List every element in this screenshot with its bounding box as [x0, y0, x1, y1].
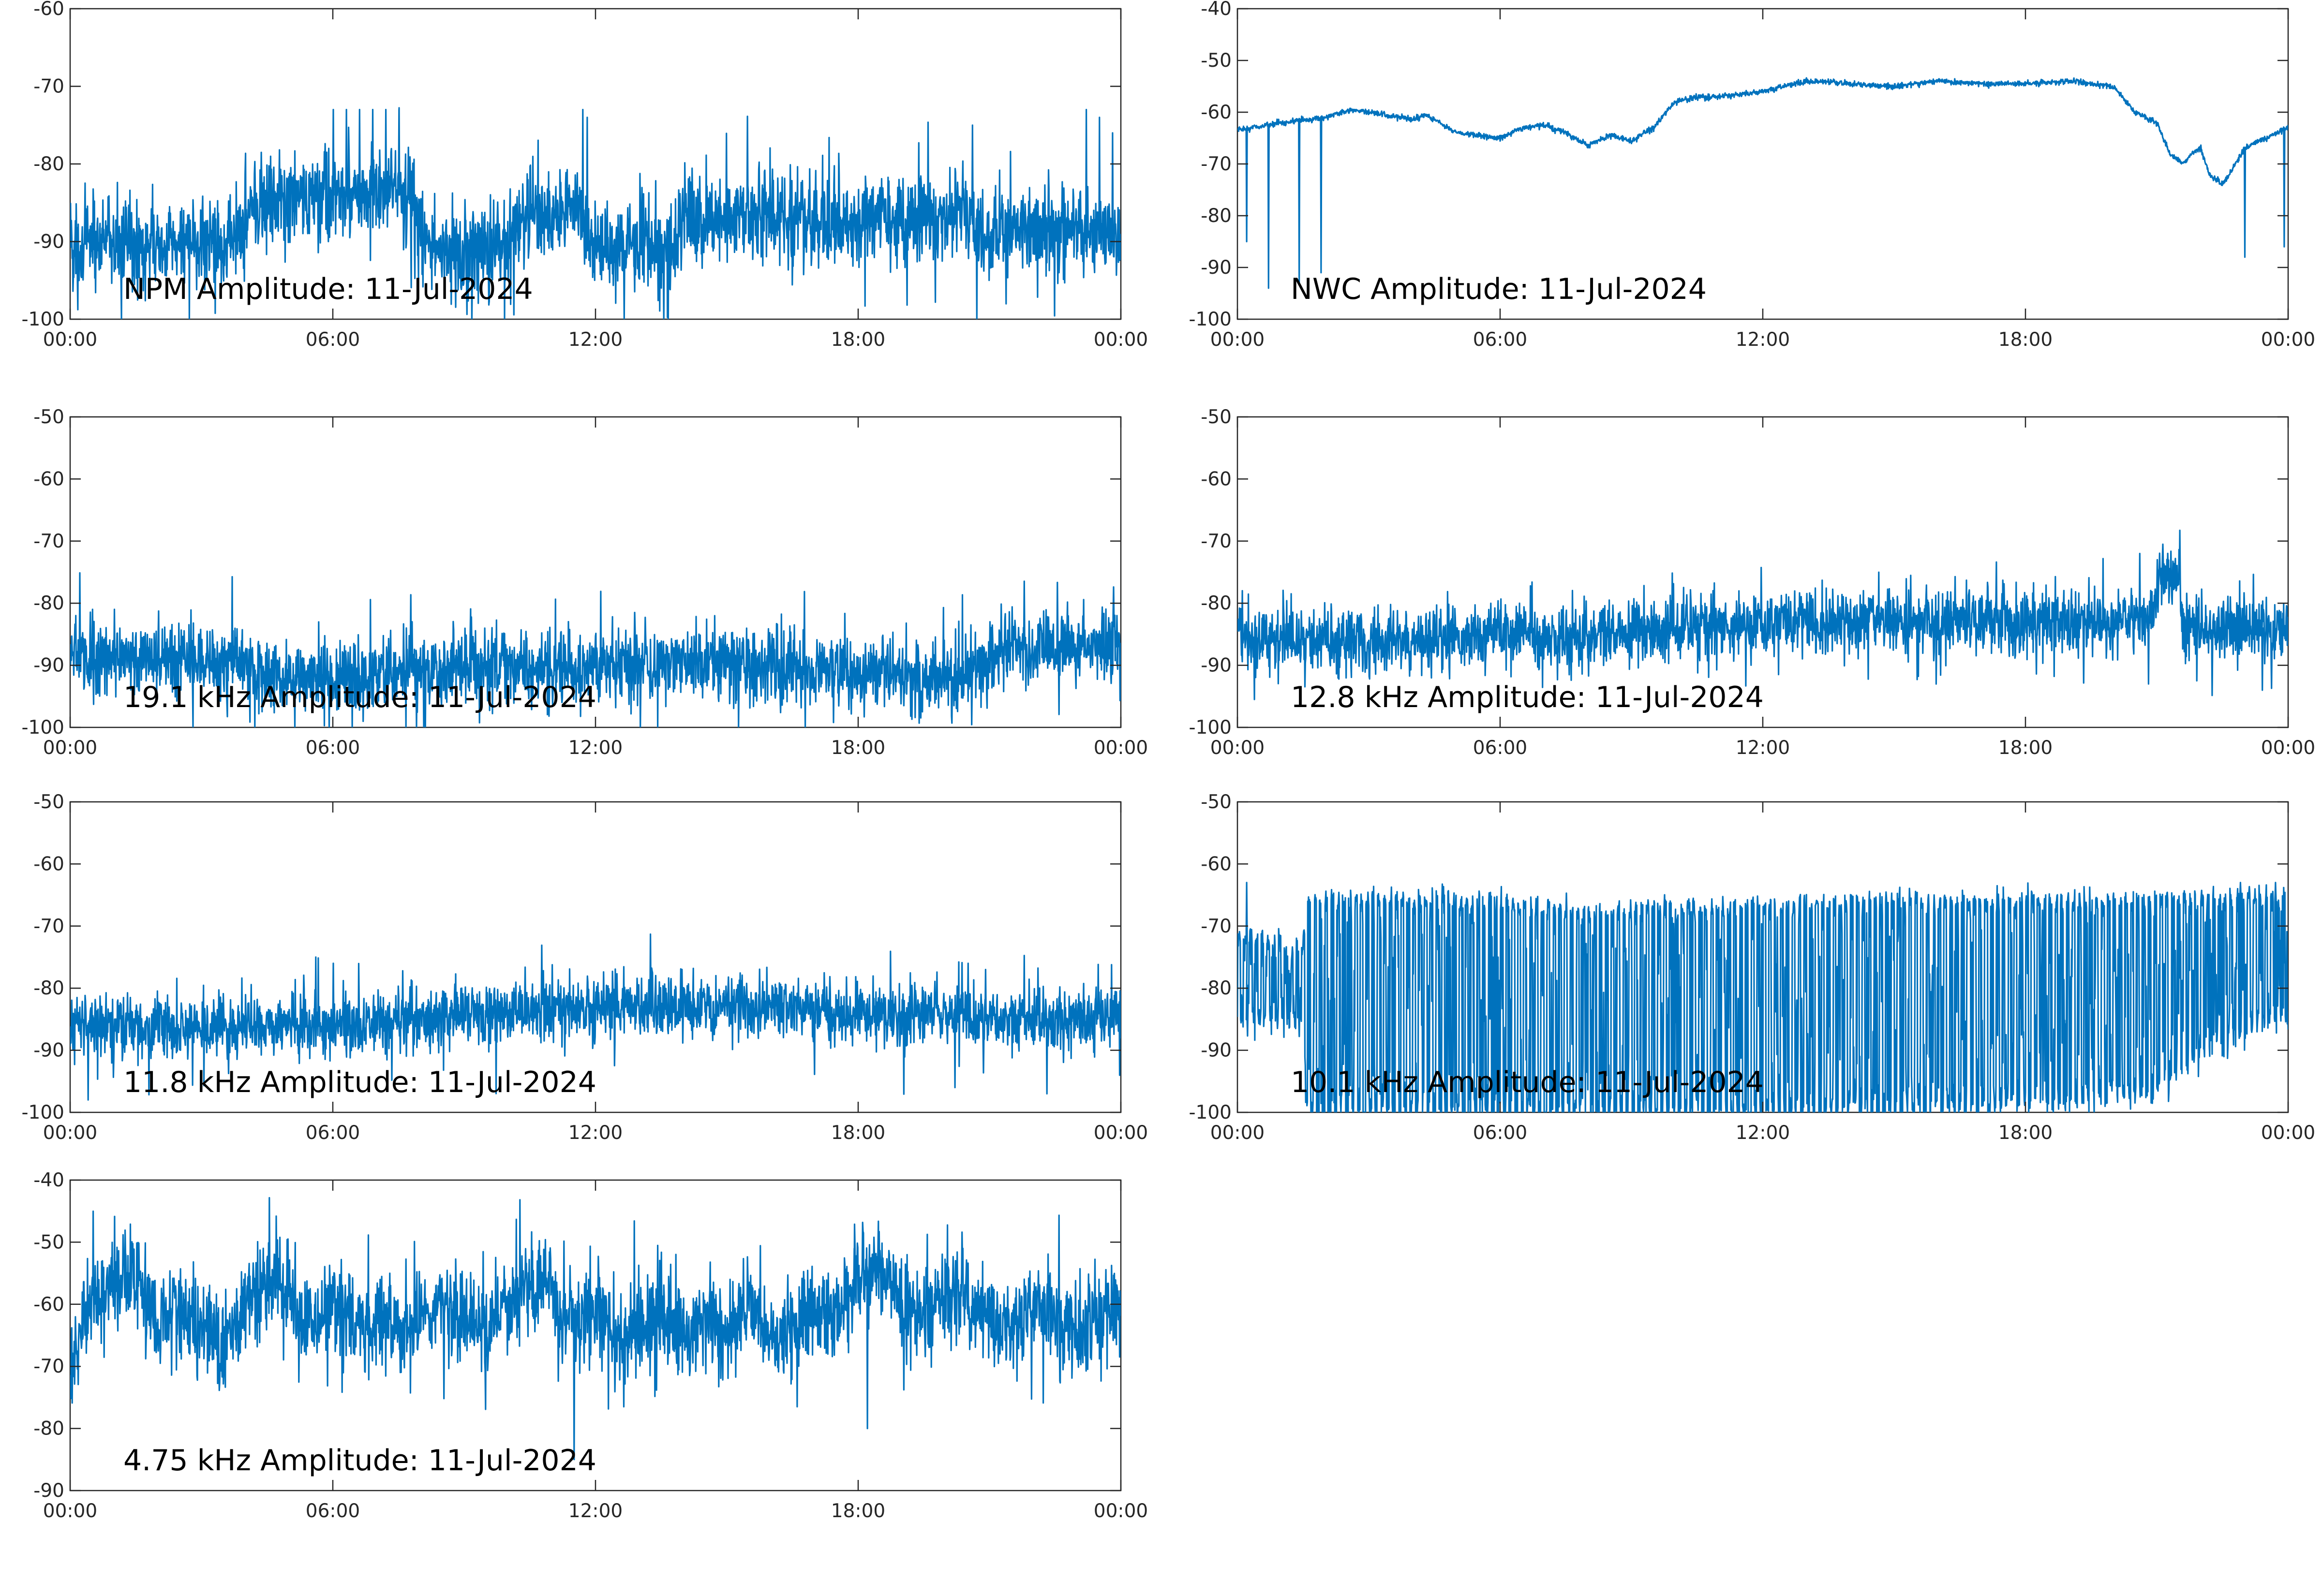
series-line [70, 572, 1121, 727]
panel-title: 11.8 kHz Amplitude: 11-Jul-2024 [123, 1065, 596, 1099]
x-tick-label: 00:00 [1094, 737, 1148, 759]
x-tick-label: 18:00 [1998, 1122, 2053, 1144]
x-tick-label: 06:00 [306, 737, 360, 759]
x-tick-label: 18:00 [1998, 737, 2053, 759]
x-tick-label: 18:00 [831, 737, 885, 759]
y-tick-label: -60 [1201, 102, 1232, 123]
y-tick-label: -70 [33, 916, 64, 937]
series-line [70, 1197, 1121, 1461]
y-tick-label: -80 [33, 1418, 64, 1440]
y-tick-label: -70 [33, 1356, 64, 1377]
y-tick-label: -100 [1189, 1102, 1232, 1123]
x-tick-label: 12:00 [568, 1500, 623, 1522]
x-tick-label: 06:00 [1473, 329, 1527, 351]
x-tick-label: 00:00 [1094, 329, 1148, 351]
y-tick-label: -100 [21, 309, 64, 330]
x-tick-label: 12:00 [568, 1122, 623, 1144]
x-tick-label: 18:00 [1998, 329, 2053, 351]
y-tick-label: -90 [1201, 1040, 1232, 1062]
panel-title: 12.8 kHz Amplitude: 11-Jul-2024 [1291, 680, 1764, 714]
y-tick-label: -60 [33, 0, 64, 20]
y-tick-label: -70 [1201, 531, 1232, 552]
y-tick-label: -100 [1189, 309, 1232, 330]
series-line [70, 933, 1121, 1101]
y-tick-label: -40 [1201, 0, 1232, 20]
panel-title: NWC Amplitude: 11-Jul-2024 [1291, 272, 1707, 306]
y-tick-label: -60 [1201, 468, 1232, 490]
y-tick-label: -100 [1189, 717, 1232, 739]
y-tick-label: -80 [33, 592, 64, 614]
y-tick-label: -80 [33, 153, 64, 175]
y-tick-label: -80 [1201, 205, 1232, 227]
y-tick-label: -80 [1201, 592, 1232, 614]
series-line [1237, 77, 2288, 289]
panel-title: 10.1 kHz Amplitude: 11-Jul-2024 [1291, 1065, 1764, 1099]
x-tick-label: 00:00 [1094, 1122, 1148, 1144]
y-tick-label: -40 [33, 1169, 64, 1191]
y-tick-label: -70 [1201, 916, 1232, 937]
x-tick-label: 00:00 [1210, 1122, 1265, 1144]
x-tick-label: 06:00 [306, 1500, 360, 1522]
x-tick-label: 12:00 [1736, 737, 1790, 759]
y-tick-label: -60 [33, 468, 64, 490]
x-tick-label: 00:00 [43, 1122, 97, 1144]
y-tick-label: -50 [33, 1231, 64, 1253]
y-tick-label: -90 [1201, 257, 1232, 279]
x-tick-label: 06:00 [1473, 1122, 1527, 1144]
y-tick-label: -90 [1201, 655, 1232, 677]
y-tick-label: -70 [33, 531, 64, 552]
x-tick-label: 00:00 [43, 329, 97, 351]
x-tick-label: 00:00 [2261, 737, 2315, 759]
y-tick-label: -50 [33, 406, 64, 428]
series-line [70, 107, 1121, 319]
series-line [1237, 882, 2288, 1112]
x-tick-label: 12:00 [1736, 329, 1790, 351]
panel-title: NPM Amplitude: 11-Jul-2024 [123, 272, 533, 306]
y-tick-label: -80 [33, 977, 64, 999]
x-tick-label: 00:00 [43, 1500, 97, 1522]
x-tick-label: 18:00 [831, 1500, 885, 1522]
x-tick-label: 12:00 [568, 737, 623, 759]
y-tick-label: -100 [21, 717, 64, 739]
x-tick-label: 00:00 [1210, 329, 1265, 351]
y-tick-label: -90 [33, 231, 64, 253]
y-tick-label: -90 [33, 1480, 64, 1502]
x-tick-label: 12:00 [1736, 1122, 1790, 1144]
x-tick-label: 06:00 [1473, 737, 1527, 759]
panel-title: 19.1 kHz Amplitude: 11-Jul-2024 [123, 680, 596, 714]
y-tick-label: -60 [33, 1294, 64, 1315]
y-tick-label: -60 [1201, 853, 1232, 875]
y-tick-label: -50 [1201, 50, 1232, 72]
x-tick-label: 00:00 [1210, 737, 1265, 759]
series-line [1237, 530, 2288, 700]
y-tick-label: -80 [1201, 977, 1232, 999]
x-tick-label: 12:00 [568, 329, 623, 351]
y-tick-label: -50 [1201, 791, 1232, 813]
x-tick-label: 00:00 [1094, 1500, 1148, 1522]
y-tick-label: -50 [33, 791, 64, 813]
x-tick-label: 00:00 [2261, 1122, 2315, 1144]
y-tick-label: -70 [1201, 153, 1232, 175]
y-tick-label: -50 [1201, 406, 1232, 428]
x-tick-label: 00:00 [2261, 329, 2315, 351]
x-tick-label: 18:00 [831, 1122, 885, 1144]
x-tick-label: 00:00 [43, 737, 97, 759]
x-tick-label: 18:00 [831, 329, 885, 351]
panel-title: 4.75 kHz Amplitude: 11-Jul-2024 [123, 1444, 596, 1478]
x-tick-label: 06:00 [306, 1122, 360, 1144]
y-tick-label: -100 [21, 1102, 64, 1123]
x-tick-label: 06:00 [306, 329, 360, 351]
y-tick-label: -70 [33, 76, 64, 98]
y-tick-label: -90 [33, 655, 64, 677]
y-tick-label: -60 [33, 853, 64, 875]
y-tick-label: -90 [33, 1040, 64, 1062]
